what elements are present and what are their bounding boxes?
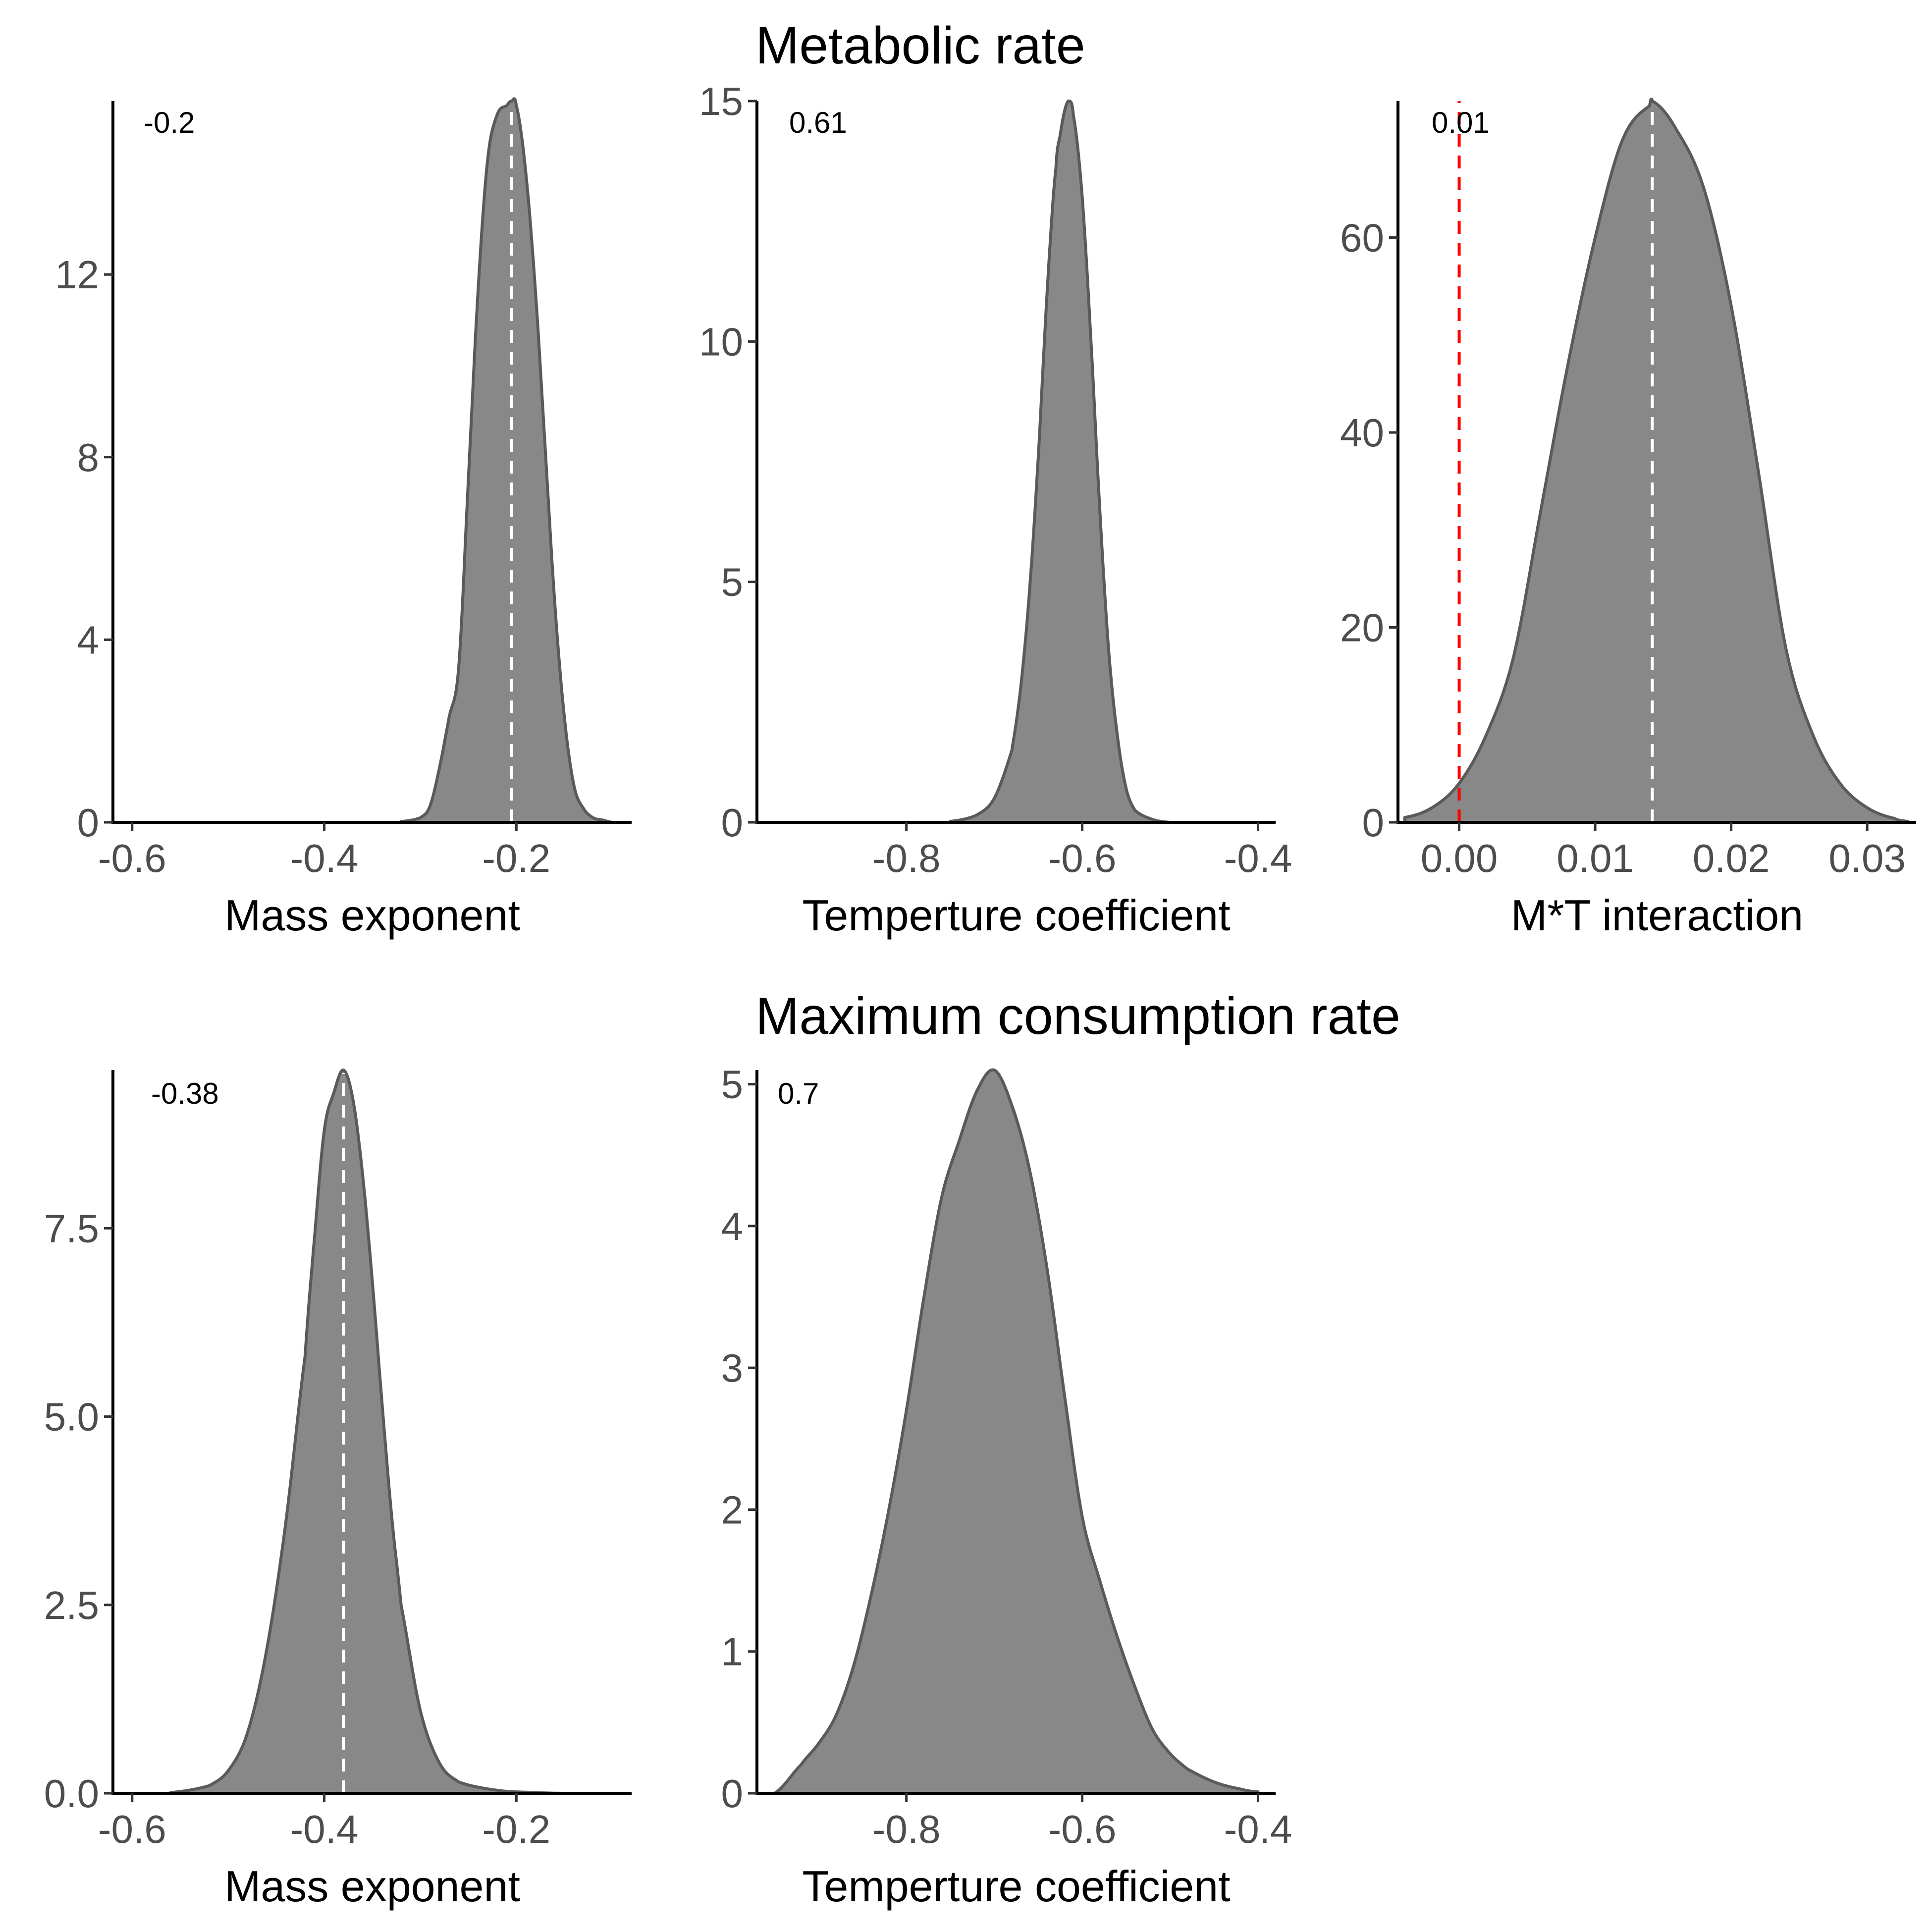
- x-axis-title-mass-exponent: Mass exponent: [224, 1862, 520, 1911]
- x-tick-label-3-1: 0.00: [1421, 836, 1498, 880]
- x-tick-label-2-2: -0.6: [1048, 836, 1117, 880]
- y-tick-label-3-3: 40: [1340, 411, 1384, 455]
- x-tick-label-5-3: -0.4: [1224, 1807, 1292, 1851]
- panel-2: -0.8 -0.6 -0.4 0 5 10 15 Temperture coefficient…: [699, 79, 1292, 940]
- x-tick-label-4-3: -0.2: [482, 1807, 550, 1851]
- y-tick-label-3-1: 0: [1362, 801, 1385, 845]
- x-axis-title-mass-exponent: Mass exponent: [224, 891, 520, 940]
- y-tick-label-5-6: 5: [721, 1063, 744, 1107]
- y-tick-label-3-4: 60: [1340, 215, 1384, 260]
- title-maximum-consumption-rate: Maximum consumption rate: [755, 987, 1400, 1045]
- x-tick-label-1-2: -0.4: [290, 836, 359, 880]
- annotation-4: -0.38: [151, 1077, 219, 1110]
- y-tick-label-2-3: 10: [699, 320, 743, 364]
- density-area-1: [399, 97, 614, 824]
- x-tick-label-3-4: 0.03: [1828, 836, 1906, 880]
- density-area-3: [1403, 98, 1910, 824]
- panel-4: -0.6 -0.4 -0.2 0.0 2.5 5.0 7.5 Mass exponent -0.…: [44, 1069, 632, 1911]
- y-tick-label-4-3: 5.0: [44, 1395, 99, 1439]
- annotation-5: 0.7: [778, 1077, 819, 1110]
- y-tick-label-4-4: 7.5: [44, 1206, 99, 1250]
- annotation-1: -0.2: [144, 106, 195, 139]
- density-area-4: [169, 1069, 566, 1795]
- y-tick-label-3-2: 20: [1340, 605, 1384, 649]
- panel-3: 0.00 0.01 0.02 0.03 0 20 40 60 M*T interaction 0.…: [1340, 98, 1916, 940]
- x-tick-label-5-2: -0.6: [1048, 1807, 1117, 1851]
- y-tick-label-2-2: 5: [721, 560, 744, 604]
- x-axis-title-m-t-interaction: M*T interaction: [1511, 891, 1803, 940]
- x-tick-label-5-1: -0.8: [872, 1807, 941, 1851]
- x-axis-title-temperture-coefficient: Temperture coefficient: [802, 891, 1230, 940]
- panel-1: -0.6 -0.4 -0.2 0 4 8 12 Mass exponent -0.2: [55, 97, 632, 940]
- y-tick-label-4-2: 2.5: [44, 1583, 99, 1627]
- x-tick-label-1-3: -0.2: [482, 836, 550, 880]
- y-tick-label-1-2: 4: [77, 618, 100, 662]
- y-tick-label-2-1: 0: [721, 801, 744, 845]
- x-axis-title-temperture-coefficient: Temperture coefficient: [802, 1862, 1230, 1911]
- y-tick-label-1-4: 12: [55, 253, 99, 297]
- y-tick-label-5-1: 0: [721, 1771, 744, 1816]
- y-tick-label-2-4: 15: [699, 79, 743, 123]
- x-tick-label-3-3: 0.02: [1693, 836, 1770, 880]
- x-tick-label-1-1: -0.6: [98, 836, 166, 880]
- x-tick-label-4-1: -0.6: [98, 1807, 166, 1851]
- y-tick-label-1-1: 0: [77, 801, 100, 845]
- density-area-5: [773, 1068, 1260, 1795]
- y-tick-label-4-1: 0.0: [44, 1771, 99, 1816]
- y-tick-label-1-3: 8: [77, 435, 100, 480]
- x-tick-label-3-2: 0.01: [1556, 836, 1634, 880]
- y-tick-label-5-5: 4: [721, 1204, 744, 1248]
- annotation-2: 0.61: [789, 106, 847, 139]
- x-tick-label-2-3: -0.4: [1224, 836, 1292, 880]
- y-tick-label-5-3: 2: [721, 1488, 744, 1532]
- density-area-2: [949, 99, 1172, 824]
- title-metabolic-rate: Metabolic rate: [755, 16, 1085, 75]
- panel-5: -0.8 -0.6 -0.4 0 1 2 3 4 5 Temperture coefficient…: [721, 1063, 1292, 1911]
- annotation-3: 0.01: [1432, 106, 1490, 139]
- y-tick-label-5-4: 3: [721, 1346, 744, 1390]
- x-tick-label-2-1: -0.8: [872, 836, 941, 880]
- x-tick-label-4-2: -0.4: [290, 1807, 359, 1851]
- y-tick-label-5-2: 1: [721, 1630, 744, 1674]
